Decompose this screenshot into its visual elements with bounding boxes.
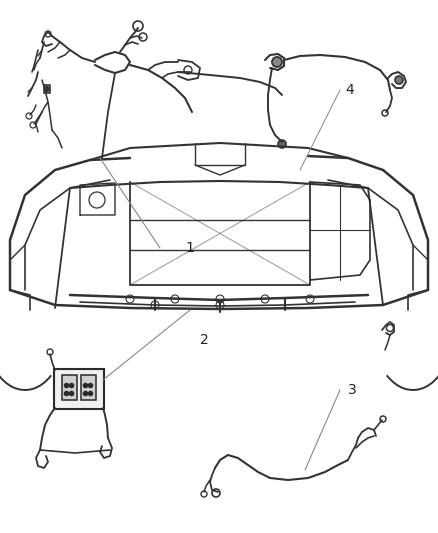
- Text: 2: 2: [200, 333, 209, 347]
- Circle shape: [395, 76, 403, 84]
- Text: 1: 1: [185, 241, 194, 255]
- Circle shape: [272, 57, 282, 67]
- Text: 3: 3: [348, 383, 357, 397]
- FancyBboxPatch shape: [81, 375, 95, 400]
- Circle shape: [45, 86, 49, 92]
- Circle shape: [278, 140, 286, 148]
- FancyBboxPatch shape: [54, 369, 104, 409]
- FancyBboxPatch shape: [61, 375, 77, 400]
- Text: 4: 4: [345, 83, 354, 97]
